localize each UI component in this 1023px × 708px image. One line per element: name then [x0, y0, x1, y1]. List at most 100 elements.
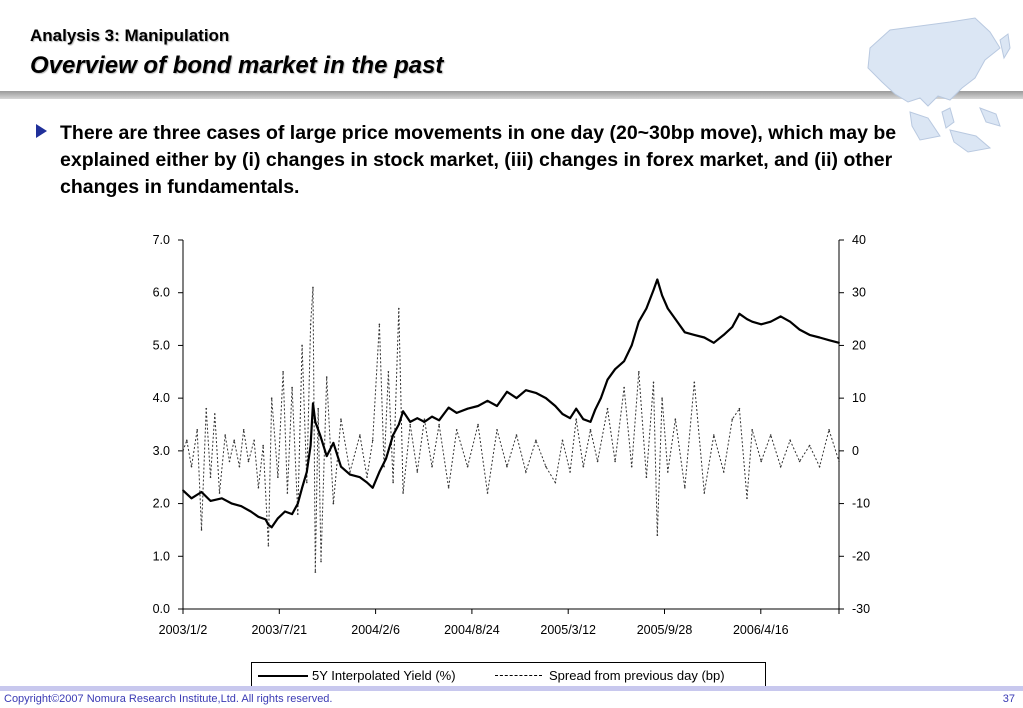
spread-point [416, 471, 419, 473]
spread-point [196, 428, 199, 431]
yield-point [645, 307, 648, 310]
spread-point [789, 439, 791, 442]
yield-point [340, 465, 342, 468]
yield-point [309, 444, 312, 447]
yield-point [276, 517, 279, 520]
yield-point [319, 434, 321, 436]
spread-point [312, 286, 314, 289]
yield-point [312, 402, 314, 405]
yield-point [606, 378, 609, 381]
spread-point [233, 439, 236, 442]
yield-point [798, 328, 801, 331]
yield-point [623, 360, 626, 363]
yield-point [614, 368, 617, 371]
yield-point [582, 418, 585, 421]
left-tick-label: 6.0 [153, 286, 170, 300]
yield-point [378, 471, 381, 473]
yield-point [249, 510, 252, 513]
spread-point [438, 423, 440, 426]
spread-point [569, 471, 571, 473]
yield-point [544, 397, 547, 400]
right-tick-label: 40 [852, 233, 866, 247]
x-tick-label: 2006/4/16 [733, 623, 789, 637]
triangle-bullet-icon [36, 124, 47, 138]
spread-point [247, 460, 250, 463]
spread-point [808, 444, 811, 447]
yield-point [731, 326, 734, 328]
yield-point [209, 500, 212, 502]
slide-title: Overview of bond market in the past [30, 52, 444, 79]
spread-point [383, 465, 385, 468]
yield-point [652, 289, 655, 291]
right-tick-label: -10 [852, 497, 870, 511]
yield-point [656, 278, 659, 281]
spread-point [630, 465, 633, 468]
yield-point [264, 518, 267, 521]
legend-label-yield: 5Y Interpolated Yield (%) [312, 668, 456, 683]
spread-point [182, 450, 184, 452]
spread-point [545, 465, 547, 468]
bullet-text: There are three cases of large price mov… [60, 122, 897, 198]
yield-point [423, 420, 426, 423]
spread-point [684, 486, 686, 489]
yield-point [257, 515, 260, 518]
yield-point [402, 410, 404, 413]
yield-point [220, 497, 223, 500]
asia-map-icon [867, 17, 1011, 153]
yield-point [751, 320, 754, 323]
x-tick-label: 2003/1/2 [159, 623, 208, 637]
spread-point [674, 418, 677, 421]
yield-point [392, 434, 395, 436]
spread-point [575, 418, 578, 421]
yield-point [779, 315, 782, 318]
left-tick-label: 5.0 [153, 338, 170, 352]
spread-point [645, 476, 648, 479]
spread-point [535, 439, 537, 442]
spread-point [477, 423, 479, 426]
spread-point [320, 560, 322, 563]
spread-point [515, 434, 518, 436]
yield-point [599, 397, 602, 400]
yield-point [630, 344, 633, 347]
spread-point [398, 307, 400, 310]
x-tick-label: 2005/3/12 [540, 623, 596, 637]
yield-point [712, 341, 715, 344]
spread-point [746, 497, 748, 500]
yield-point [594, 408, 597, 411]
yield-point [371, 486, 374, 489]
yield-point [190, 497, 193, 500]
spread-point [760, 460, 763, 463]
yield-point [738, 312, 741, 315]
yield-point [466, 407, 469, 410]
yield-point [828, 339, 830, 342]
yield-point [486, 399, 489, 402]
yield-point [240, 505, 243, 508]
yield-point [447, 406, 450, 409]
spread-point [277, 476, 279, 479]
bullet-point: There are three cases of large price mov… [36, 120, 916, 201]
spread-point [340, 418, 342, 421]
yield-point [314, 420, 317, 423]
spread-point [306, 481, 308, 484]
spread-point [447, 486, 450, 489]
yield-point [267, 523, 270, 526]
x-tick-label: 2005/9/28 [637, 623, 693, 637]
yield-point [637, 320, 640, 323]
spread-point [731, 418, 734, 421]
spread-point [506, 465, 508, 468]
yield-point [477, 405, 479, 407]
x-tick-label: 2003/7/21 [251, 623, 307, 637]
yield-point [535, 391, 537, 394]
spread-point [213, 413, 216, 415]
spread-point [712, 434, 715, 436]
yield-point [569, 417, 571, 420]
yield-point [506, 390, 508, 393]
spread-point [282, 370, 284, 373]
yield-point [703, 336, 706, 339]
x-tick-label: 2004/2/6 [351, 623, 400, 637]
spread-point [301, 344, 303, 347]
yield-chart: 0.0 1.0 2.0 3.0 4.0 5.0 6.0 7.0 -30 -20 -10 0 10 20 30… [153, 233, 871, 637]
yield-point [305, 471, 308, 473]
spread-point [371, 439, 374, 442]
spread-point [253, 439, 255, 442]
